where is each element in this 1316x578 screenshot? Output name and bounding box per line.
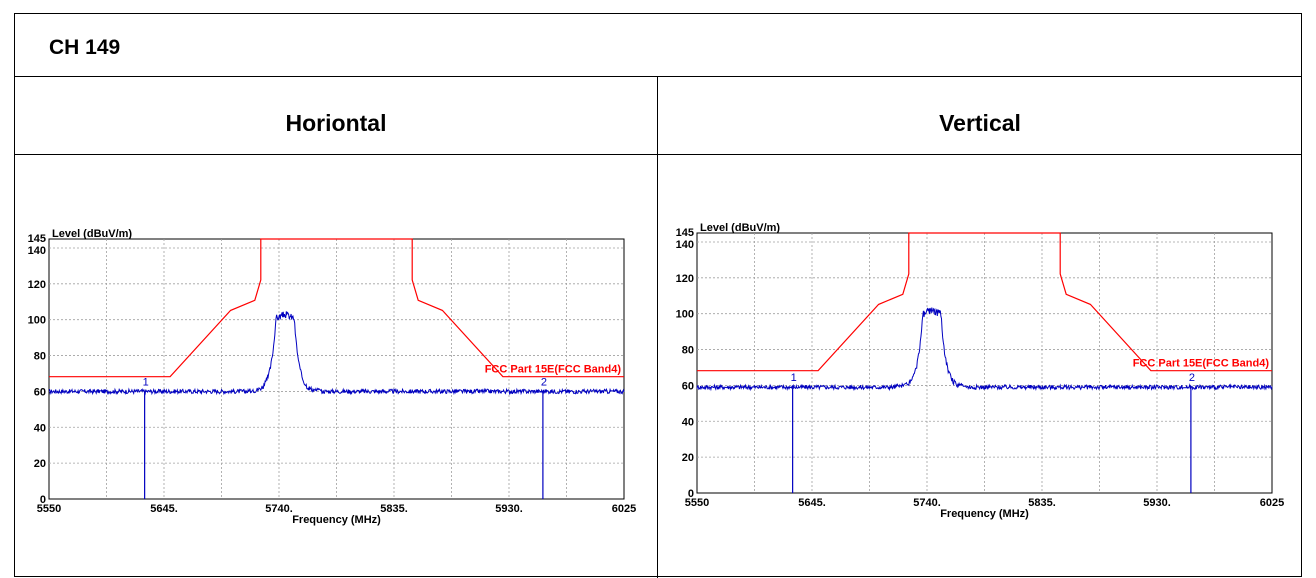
column-divider <box>657 77 658 578</box>
x-tick-label: 6025 <box>612 503 636 515</box>
horizontal-label: Horiontal <box>285 110 387 136</box>
x-tick-label: 5550 <box>37 503 61 515</box>
x-axis-title: Frequency (MHz) <box>940 508 1029 520</box>
y-tick-label: 120 <box>28 279 46 291</box>
y-tick-label: 0 <box>688 488 694 500</box>
x-tick-label: 5740. <box>913 497 941 509</box>
chart-vertical: 0 20 40 60 80 100 120 140 145 5550 5645. 5740. 5835.… <box>660 220 1295 540</box>
y-tick-label: 80 <box>682 345 694 357</box>
y-tick-label: 60 <box>34 386 46 398</box>
vertical-label: Vertical <box>939 110 1021 136</box>
x-tick-label: 5740. <box>265 503 293 515</box>
limit-line-label: FCC Part 15E(FCC Band4) <box>485 364 622 376</box>
channel-title: CH 149 <box>49 36 121 59</box>
y-tick-label: 145 <box>676 227 694 239</box>
x-tick-label: 5645. <box>798 497 826 509</box>
limit-line <box>697 232 1272 372</box>
y-tick-label: 40 <box>682 416 694 428</box>
y-tick-label: 60 <box>682 380 694 392</box>
limit-line-label: FCC Part 15E(FCC Band4) <box>1133 358 1270 370</box>
y-tick-label: 140 <box>676 239 694 251</box>
y-tick-label: 40 <box>34 422 46 434</box>
marker-label: 2 <box>541 376 547 388</box>
polarization-row: Horiontal Vertical <box>15 77 1301 155</box>
x-tick-label: 5645. <box>150 503 178 515</box>
x-tick-label: 6025 <box>1260 497 1284 509</box>
y-tick-label: 120 <box>676 273 694 285</box>
y-tick-label: 80 <box>34 351 46 363</box>
x-tick-label: 5930. <box>495 503 523 515</box>
marker-label: 2 <box>1189 372 1195 384</box>
y-axis-title: Level (dBuV/m) <box>52 228 132 240</box>
x-tick-label: 5835. <box>1028 497 1056 509</box>
marker-label: 1 <box>143 376 149 388</box>
y-tick-label: 20 <box>682 452 694 464</box>
limit-line <box>49 238 624 378</box>
marker-label: 1 <box>791 372 797 384</box>
table-header-row: CH 149 <box>15 14 1301 77</box>
y-tick-label: 100 <box>28 315 46 327</box>
y-tick-label: 145 <box>28 233 46 245</box>
y-tick-label: 100 <box>676 309 694 321</box>
y-tick-label: 20 <box>34 458 46 470</box>
x-tick-label: 5550 <box>685 497 709 509</box>
y-tick-label: 140 <box>28 245 46 257</box>
x-axis-title: Frequency (MHz) <box>292 514 381 526</box>
y-axis-title: Level (dBuV/m) <box>700 222 780 234</box>
x-tick-label: 5835. <box>380 503 408 515</box>
measurement-trace <box>696 307 1273 392</box>
y-tick-label: 0 <box>40 494 46 506</box>
chart-horizontal: 0 20 40 60 80 100 120 140 145 5550 5645. 5740. 5835.… <box>12 226 647 546</box>
x-tick-label: 5930. <box>1143 497 1171 509</box>
